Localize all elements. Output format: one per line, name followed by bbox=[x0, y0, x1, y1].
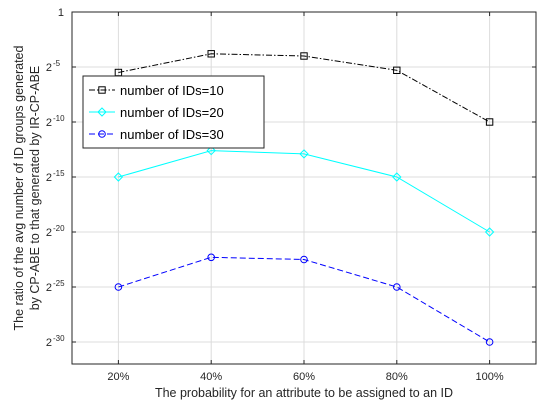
y-tick-exponent: -25 bbox=[53, 279, 65, 288]
legend-label: number of IDs=20 bbox=[120, 105, 224, 120]
series-line bbox=[118, 150, 490, 233]
legend-marker bbox=[97, 107, 107, 117]
legend-label: number of IDs=30 bbox=[120, 127, 224, 142]
data-point bbox=[114, 283, 123, 291]
data-point bbox=[393, 66, 401, 74]
y-axis-label-line: by CP-ABE to that generated by IR-CP-ABE bbox=[28, 66, 42, 311]
y-tick-label: 2 bbox=[46, 337, 52, 349]
data-point bbox=[485, 118, 494, 126]
y-tick-label: 1 bbox=[58, 7, 64, 19]
y-tick-exponent: -30 bbox=[53, 334, 65, 343]
y-tick-label: 2 bbox=[46, 282, 52, 294]
x-tick-label: 100% bbox=[476, 371, 504, 383]
y-axis-ticks: 12 -52 -102 -152 -202 -252 -30 bbox=[46, 7, 536, 349]
data-point bbox=[393, 283, 401, 291]
x-tick-label: 40% bbox=[200, 371, 222, 383]
y-tick-label: 2 bbox=[46, 172, 52, 184]
x-tick-label: 60% bbox=[293, 371, 315, 383]
data-point bbox=[485, 338, 494, 346]
grid-lines bbox=[72, 11, 536, 364]
y-tick-exponent: -5 bbox=[53, 59, 61, 68]
legend-item: number of IDs=30 bbox=[89, 127, 224, 142]
y-tick-label: 2 bbox=[46, 117, 52, 129]
series-2 bbox=[113, 145, 495, 237]
y-tick-label: 2 bbox=[46, 227, 52, 239]
data-point bbox=[113, 172, 124, 182]
data-point bbox=[484, 227, 495, 237]
y-tick-exponent: -20 bbox=[53, 224, 65, 233]
data-point bbox=[392, 172, 402, 182]
y-tick-label: 2 bbox=[46, 62, 52, 74]
legend-item: number of IDs=20 bbox=[89, 105, 224, 120]
y-tick-exponent: -15 bbox=[53, 169, 65, 178]
data-point bbox=[207, 50, 215, 58]
series-3 bbox=[114, 253, 494, 346]
legend-marker bbox=[98, 130, 106, 138]
y-axis-label-line: The ratio of the avg number of ID groups… bbox=[12, 46, 26, 331]
x-tick-label: 80% bbox=[386, 371, 408, 383]
series-line bbox=[118, 256, 490, 343]
series-line bbox=[118, 53, 490, 123]
legend: number of IDs=10 number of IDs=20 number o… bbox=[82, 75, 265, 149]
data-point bbox=[300, 255, 308, 264]
legend-item: number of IDs=10 bbox=[89, 83, 224, 98]
x-axis-ticks: 20% 40% 60% 80% 100% bbox=[107, 12, 504, 383]
data-point bbox=[299, 149, 309, 159]
y-axis-label: The ratio of the avg number of ID groups… bbox=[12, 46, 42, 331]
x-tick-label: 20% bbox=[107, 371, 129, 383]
x-axis-label: The probability for an attribute to be a… bbox=[155, 386, 453, 400]
legend-label: number of IDs=10 bbox=[120, 83, 224, 98]
data-point bbox=[206, 145, 216, 156]
legend-marker bbox=[98, 86, 106, 94]
data-point bbox=[300, 52, 308, 60]
y-tick-exponent: -10 bbox=[53, 114, 65, 123]
data-point bbox=[207, 253, 215, 262]
series-layer bbox=[113, 50, 495, 346]
